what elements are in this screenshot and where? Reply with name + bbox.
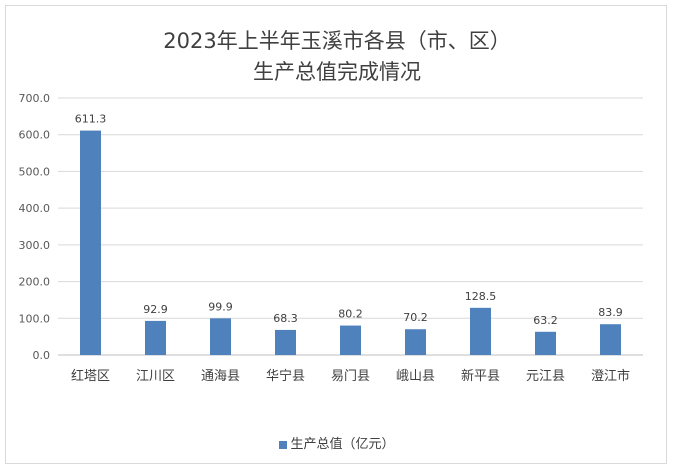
data-label: 63.2 — [533, 314, 558, 327]
x-tick-label: 澄江市 — [591, 368, 630, 384]
legend-swatch — [279, 440, 288, 449]
bar — [535, 331, 556, 355]
bar — [600, 324, 621, 355]
data-label: 92.9 — [143, 303, 168, 316]
legend: 生产总值（亿元） — [0, 433, 674, 452]
y-tick-label: 600.0 — [19, 129, 51, 142]
x-tick-label: 江川区 — [136, 369, 175, 384]
y-tick-label: 400.0 — [19, 202, 51, 215]
x-tick-label: 峨山县 — [396, 369, 435, 384]
x-tick-label: 易门县 — [331, 369, 370, 384]
bar — [470, 307, 491, 355]
y-tick-label: 300.0 — [19, 239, 51, 252]
chart-frame — [5, 5, 667, 464]
x-tick-label: 通海县 — [201, 369, 240, 384]
y-tick-label: 200.0 — [19, 276, 51, 289]
chart-title: 2023年上半年玉溪市各县（市、区） — [163, 29, 511, 53]
bar — [80, 130, 101, 355]
x-tick-label: 元江县 — [526, 369, 565, 384]
bar — [210, 318, 231, 355]
y-tick-label: 100.0 — [19, 312, 51, 325]
data-label: 80.2 — [338, 308, 363, 321]
x-tick-label: 红塔区 — [71, 368, 110, 384]
data-label: 99.9 — [208, 300, 233, 313]
y-tick-label: 0.0 — [33, 349, 51, 362]
bar — [405, 329, 426, 355]
bar — [145, 320, 166, 355]
x-tick-label: 华宁县 — [266, 368, 305, 384]
data-label: 68.3 — [273, 312, 298, 325]
x-tick-label: 新平县 — [461, 368, 500, 384]
data-label: 611.3 — [75, 113, 107, 126]
legend-label: 生产总值（亿元） — [290, 437, 395, 452]
data-label: 128.5 — [465, 290, 497, 303]
bar — [275, 329, 296, 355]
y-tick-label: 700.0 — [19, 92, 51, 105]
data-label: 83.9 — [598, 306, 623, 319]
bar — [340, 325, 361, 355]
y-tick-label: 500.0 — [19, 165, 51, 178]
data-label: 70.2 — [403, 311, 428, 324]
chart-subtitle: 生产总值完成情况 — [253, 60, 421, 84]
